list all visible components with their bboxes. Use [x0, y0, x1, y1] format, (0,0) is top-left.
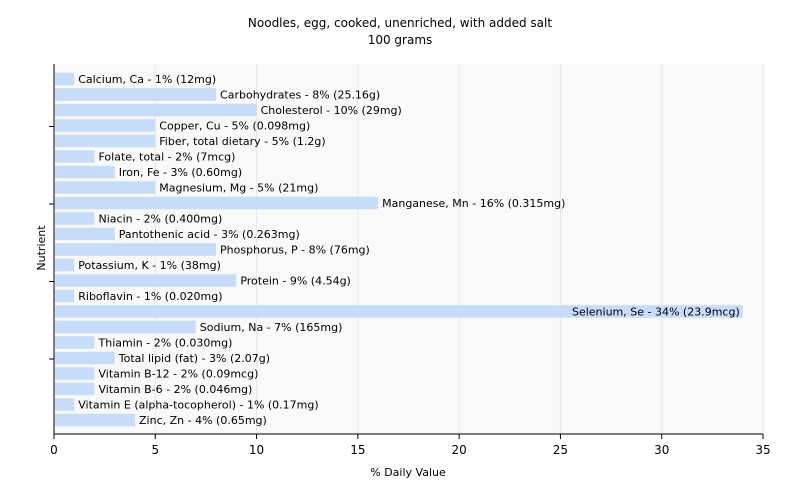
- bar-label: Selenium, Se - 34% (23.9mcg): [572, 306, 740, 319]
- x-tick-label: 15: [350, 443, 365, 457]
- bar-label: Carbohydrates - 8% (25.16g): [220, 89, 380, 102]
- bar: [55, 305, 743, 318]
- bar-label: Vitamin B-6 - 2% (0.046mg): [99, 383, 253, 396]
- bars: [55, 72, 743, 427]
- bar: [55, 134, 156, 148]
- bar: [55, 181, 156, 194]
- x-tick-label: 25: [553, 443, 568, 457]
- bar-label: Folate, total - 2% (7mcg): [99, 151, 236, 164]
- bar: [55, 212, 95, 225]
- bar: [55, 88, 217, 101]
- bar: [55, 398, 75, 411]
- bar-label: Potassium, K - 1% (38mg): [78, 259, 221, 272]
- bar: [55, 382, 95, 396]
- bar: [55, 150, 95, 163]
- chart-subtitle: 100 grams: [368, 33, 433, 47]
- bar-label: Magnesium, Mg - 5% (21mg): [159, 182, 318, 195]
- axes: [49, 64, 763, 435]
- bar-label: Pantothenic acid - 3% (0.263mg): [119, 228, 300, 241]
- bar-label: Thiamin - 2% (0.030mg): [98, 337, 233, 350]
- bar-label: Vitamin B-12 - 2% (0.09mcg): [99, 368, 259, 381]
- bar: [55, 320, 196, 334]
- bar-label: Zinc, Zn - 4% (0.65mg): [139, 414, 267, 427]
- bar: [55, 274, 237, 287]
- x-ticks: 0 5 10 15 20 25 30 35: [50, 434, 771, 457]
- x-tick-label: 0: [50, 443, 58, 457]
- bar: [55, 227, 115, 241]
- bar-label: Manganese, Mn - 16% (0.315mg): [382, 197, 565, 210]
- chart-title: Noodles, egg, cooked, unenriched, with a…: [248, 16, 552, 30]
- x-tick-label: 5: [151, 443, 159, 457]
- bar-label: Protein - 9% (4.54g): [240, 275, 351, 288]
- bar: [55, 103, 257, 117]
- y-axis-label: Nutrient: [35, 225, 48, 271]
- bar: [55, 72, 75, 86]
- bar: [55, 367, 95, 380]
- bar-label: Cholesterol - 10% (29mg): [261, 104, 402, 117]
- bar-label: Vitamin E (alpha-tocopherol) - 1% (0.17m…: [78, 399, 318, 412]
- bar: [55, 413, 136, 427]
- bar-label: Fiber, total dietary - 5% (1.2g): [159, 135, 325, 148]
- x-tick-label: 35: [755, 443, 770, 457]
- bar-label: Copper, Cu - 5% (0.098mg): [159, 120, 310, 133]
- bar-label: Riboflavin - 1% (0.020mg): [78, 290, 222, 303]
- x-axis-label: % Daily Value: [370, 466, 446, 479]
- bar-label: Niacin - 2% (0.400mg): [99, 213, 223, 226]
- x-tick-label: 20: [452, 443, 467, 457]
- bar-labels: Calcium, Ca - 1% (12mg) Carbohydrates - 8…: [78, 73, 739, 427]
- bar-label: Calcium, Ca - 1% (12mg): [78, 73, 216, 86]
- bar: [55, 289, 75, 303]
- bar: [55, 351, 115, 365]
- bar: [55, 119, 156, 132]
- bar-label: Iron, Fe - 3% (0.60mg): [119, 166, 242, 179]
- bar-label: Total lipid (fat) - 3% (2.07g): [118, 352, 270, 365]
- bar-label: Sodium, Na - 7% (165mg): [200, 321, 343, 334]
- bar: [55, 258, 75, 272]
- bar: [55, 196, 379, 210]
- bar: [55, 336, 95, 349]
- bar-label: Phosphorus, P - 8% (76mg): [220, 244, 370, 257]
- x-tick-label: 10: [249, 443, 264, 457]
- bar: [55, 165, 115, 179]
- x-tick-label: 30: [654, 443, 669, 457]
- bar: [55, 243, 217, 256]
